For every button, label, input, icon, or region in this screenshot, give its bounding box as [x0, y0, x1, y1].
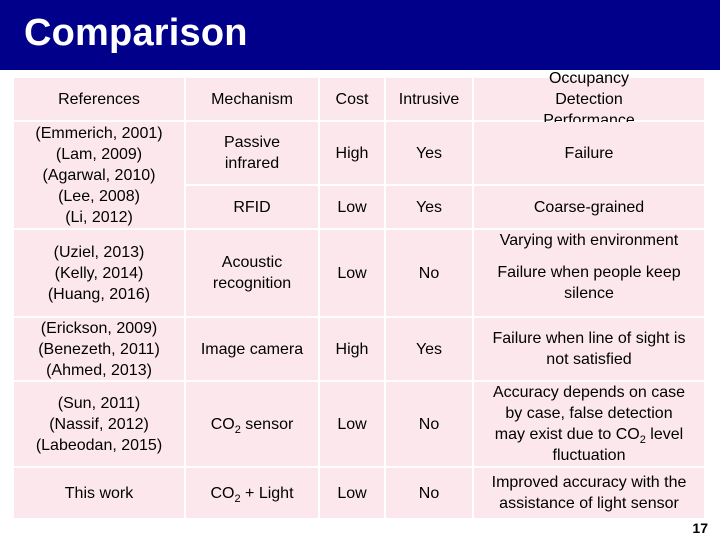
- row6-performance: Improved accuracy with the assistance of…: [474, 468, 704, 518]
- performance-text: Improved accuracy with the: [491, 474, 687, 491]
- row4-intrusive: Yes: [386, 318, 472, 380]
- row1-references: (Emmerich, 2001) (Lam, 2009) (Agarwal, 2…: [14, 122, 184, 228]
- performance-text: Coarse-grained: [533, 198, 645, 216]
- row5-performance: Accuracy depends on case by case, false …: [474, 382, 704, 466]
- cost-text: Low: [337, 198, 367, 216]
- mechanism-text: CO2 + Light: [210, 483, 294, 505]
- reference-text: (Li, 2012): [65, 208, 133, 226]
- performance-co2-pre: may exist due to CO: [494, 426, 640, 443]
- reference-text: (Ahmed, 2013): [46, 361, 152, 379]
- row6-mechanism: CO2 + Light: [186, 468, 318, 518]
- intrusive-text: No: [418, 415, 440, 433]
- row3-cost: Low: [320, 230, 384, 316]
- mechanism-main: CO: [210, 415, 235, 433]
- mechanism-text: infrared: [224, 155, 280, 172]
- intrusive-text: Yes: [415, 340, 443, 358]
- mechanism-subscript: 2: [234, 492, 241, 505]
- performance-text: may exist due to CO2 level: [494, 424, 684, 447]
- mechanism-subscript: 2: [234, 423, 241, 436]
- reference-text: (Kelly, 2014): [54, 264, 144, 282]
- cost-text: High: [335, 340, 369, 358]
- row5-cost: Low: [320, 382, 384, 466]
- performance-co2-subscript: 2: [639, 434, 646, 447]
- header-references: References: [14, 78, 184, 120]
- row4-references: (Erickson, 2009) (Benezeth, 2011) (Ahmed…: [14, 318, 184, 380]
- row5-references: (Sun, 2011) (Nassif, 2012) (Labeodan, 20…: [14, 382, 184, 466]
- reference-text: (Labeodan, 2015): [35, 436, 163, 454]
- mechanism-rest: sensor: [240, 415, 294, 433]
- row1-mechanism: Passive infrared: [186, 122, 318, 184]
- reference-text: (Sun, 2011): [57, 394, 141, 412]
- performance-text: not satisfied: [546, 351, 632, 368]
- slide-header: Comparison: [0, 0, 720, 67]
- cost-text: Low: [337, 484, 367, 502]
- reference-text: This work: [64, 484, 134, 502]
- performance-text: Accuracy depends on case: [492, 384, 686, 401]
- reference-text: (Uziel, 2013): [53, 243, 145, 261]
- reference-text: (Nassif, 2012): [49, 415, 149, 433]
- performance-text: Failure: [564, 144, 614, 162]
- intrusive-text: No: [418, 264, 440, 282]
- row3-intrusive: No: [386, 230, 472, 316]
- header-cost: Cost: [320, 78, 384, 120]
- row5-mechanism: CO2 sensor: [186, 382, 318, 466]
- slide-title: Comparison: [24, 12, 248, 54]
- reference-text: (Lee, 2008): [58, 187, 140, 205]
- performance-text: by case, false detection: [505, 405, 673, 422]
- row6-cost: Low: [320, 468, 384, 518]
- cost-text: High: [335, 144, 369, 162]
- performance-text: assistance of light sensor: [499, 495, 679, 512]
- performance-text: Failure when line of sight is: [492, 330, 686, 347]
- intrusive-text: Yes: [415, 198, 443, 216]
- row2-performance: Coarse-grained: [474, 186, 704, 228]
- row5-intrusive: No: [386, 382, 472, 466]
- performance-text: silence: [564, 285, 614, 302]
- row4-mechanism: Image camera: [186, 318, 318, 380]
- row1-cost: High: [320, 122, 384, 184]
- reference-text: (Emmerich, 2001): [35, 124, 163, 142]
- header-mechanism-label: Mechanism: [211, 90, 293, 108]
- reference-text: (Lam, 2009): [55, 145, 143, 163]
- header-intrusive: Intrusive: [386, 78, 472, 120]
- reference-text: (Agarwal, 2010): [42, 166, 156, 184]
- header-references-label: References: [58, 90, 140, 108]
- mechanism-text: Passive: [223, 134, 281, 151]
- performance-text: fluctuation: [552, 447, 626, 464]
- mechanism-rest: + Light: [240, 484, 294, 502]
- row4-performance: Failure when line of sight is not satisf…: [474, 318, 704, 380]
- page-number: 17: [692, 520, 708, 536]
- intrusive-text: No: [418, 484, 440, 502]
- mechanism-text: CO2 sensor: [210, 414, 294, 436]
- mechanism-text: RFID: [233, 198, 271, 216]
- header-intrusive-label: Intrusive: [398, 90, 460, 108]
- performance-text: Varying with environment: [499, 232, 679, 249]
- row2-intrusive: Yes: [386, 186, 472, 228]
- header-cost-label: Cost: [335, 90, 369, 108]
- mechanism-text: Image camera: [200, 340, 304, 358]
- performance-co2-post: level: [645, 426, 684, 443]
- row1-intrusive: Yes: [386, 122, 472, 184]
- cost-text: Low: [337, 415, 367, 433]
- mechanism-text: recognition: [212, 275, 292, 292]
- row3-performance: Varying with environment Failure when pe…: [474, 230, 704, 316]
- intrusive-text: Yes: [415, 144, 443, 162]
- row3-mechanism: Acoustic recognition: [186, 230, 318, 316]
- row6-intrusive: No: [386, 468, 472, 518]
- mechanism-main: CO: [210, 484, 235, 502]
- mechanism-text: Acoustic: [221, 254, 283, 271]
- header-performance: Occupancy Detection Performance: [474, 70, 704, 129]
- row2-cost: Low: [320, 186, 384, 228]
- row2-mechanism: RFID: [186, 186, 318, 228]
- performance-text: Failure when people keep: [497, 264, 681, 281]
- row3-references: (Uziel, 2013) (Kelly, 2014) (Huang, 2016…: [14, 230, 184, 316]
- cost-text: Low: [337, 264, 367, 282]
- header-mechanism: Mechanism: [186, 78, 318, 120]
- reference-text: (Benezeth, 2011): [38, 340, 160, 358]
- header-underline: [0, 67, 720, 70]
- reference-text: (Erickson, 2009): [40, 319, 158, 337]
- reference-text: (Huang, 2016): [47, 285, 151, 303]
- row1-performance: Failure: [474, 122, 704, 184]
- row4-cost: High: [320, 318, 384, 380]
- row6-references: This work: [14, 468, 184, 518]
